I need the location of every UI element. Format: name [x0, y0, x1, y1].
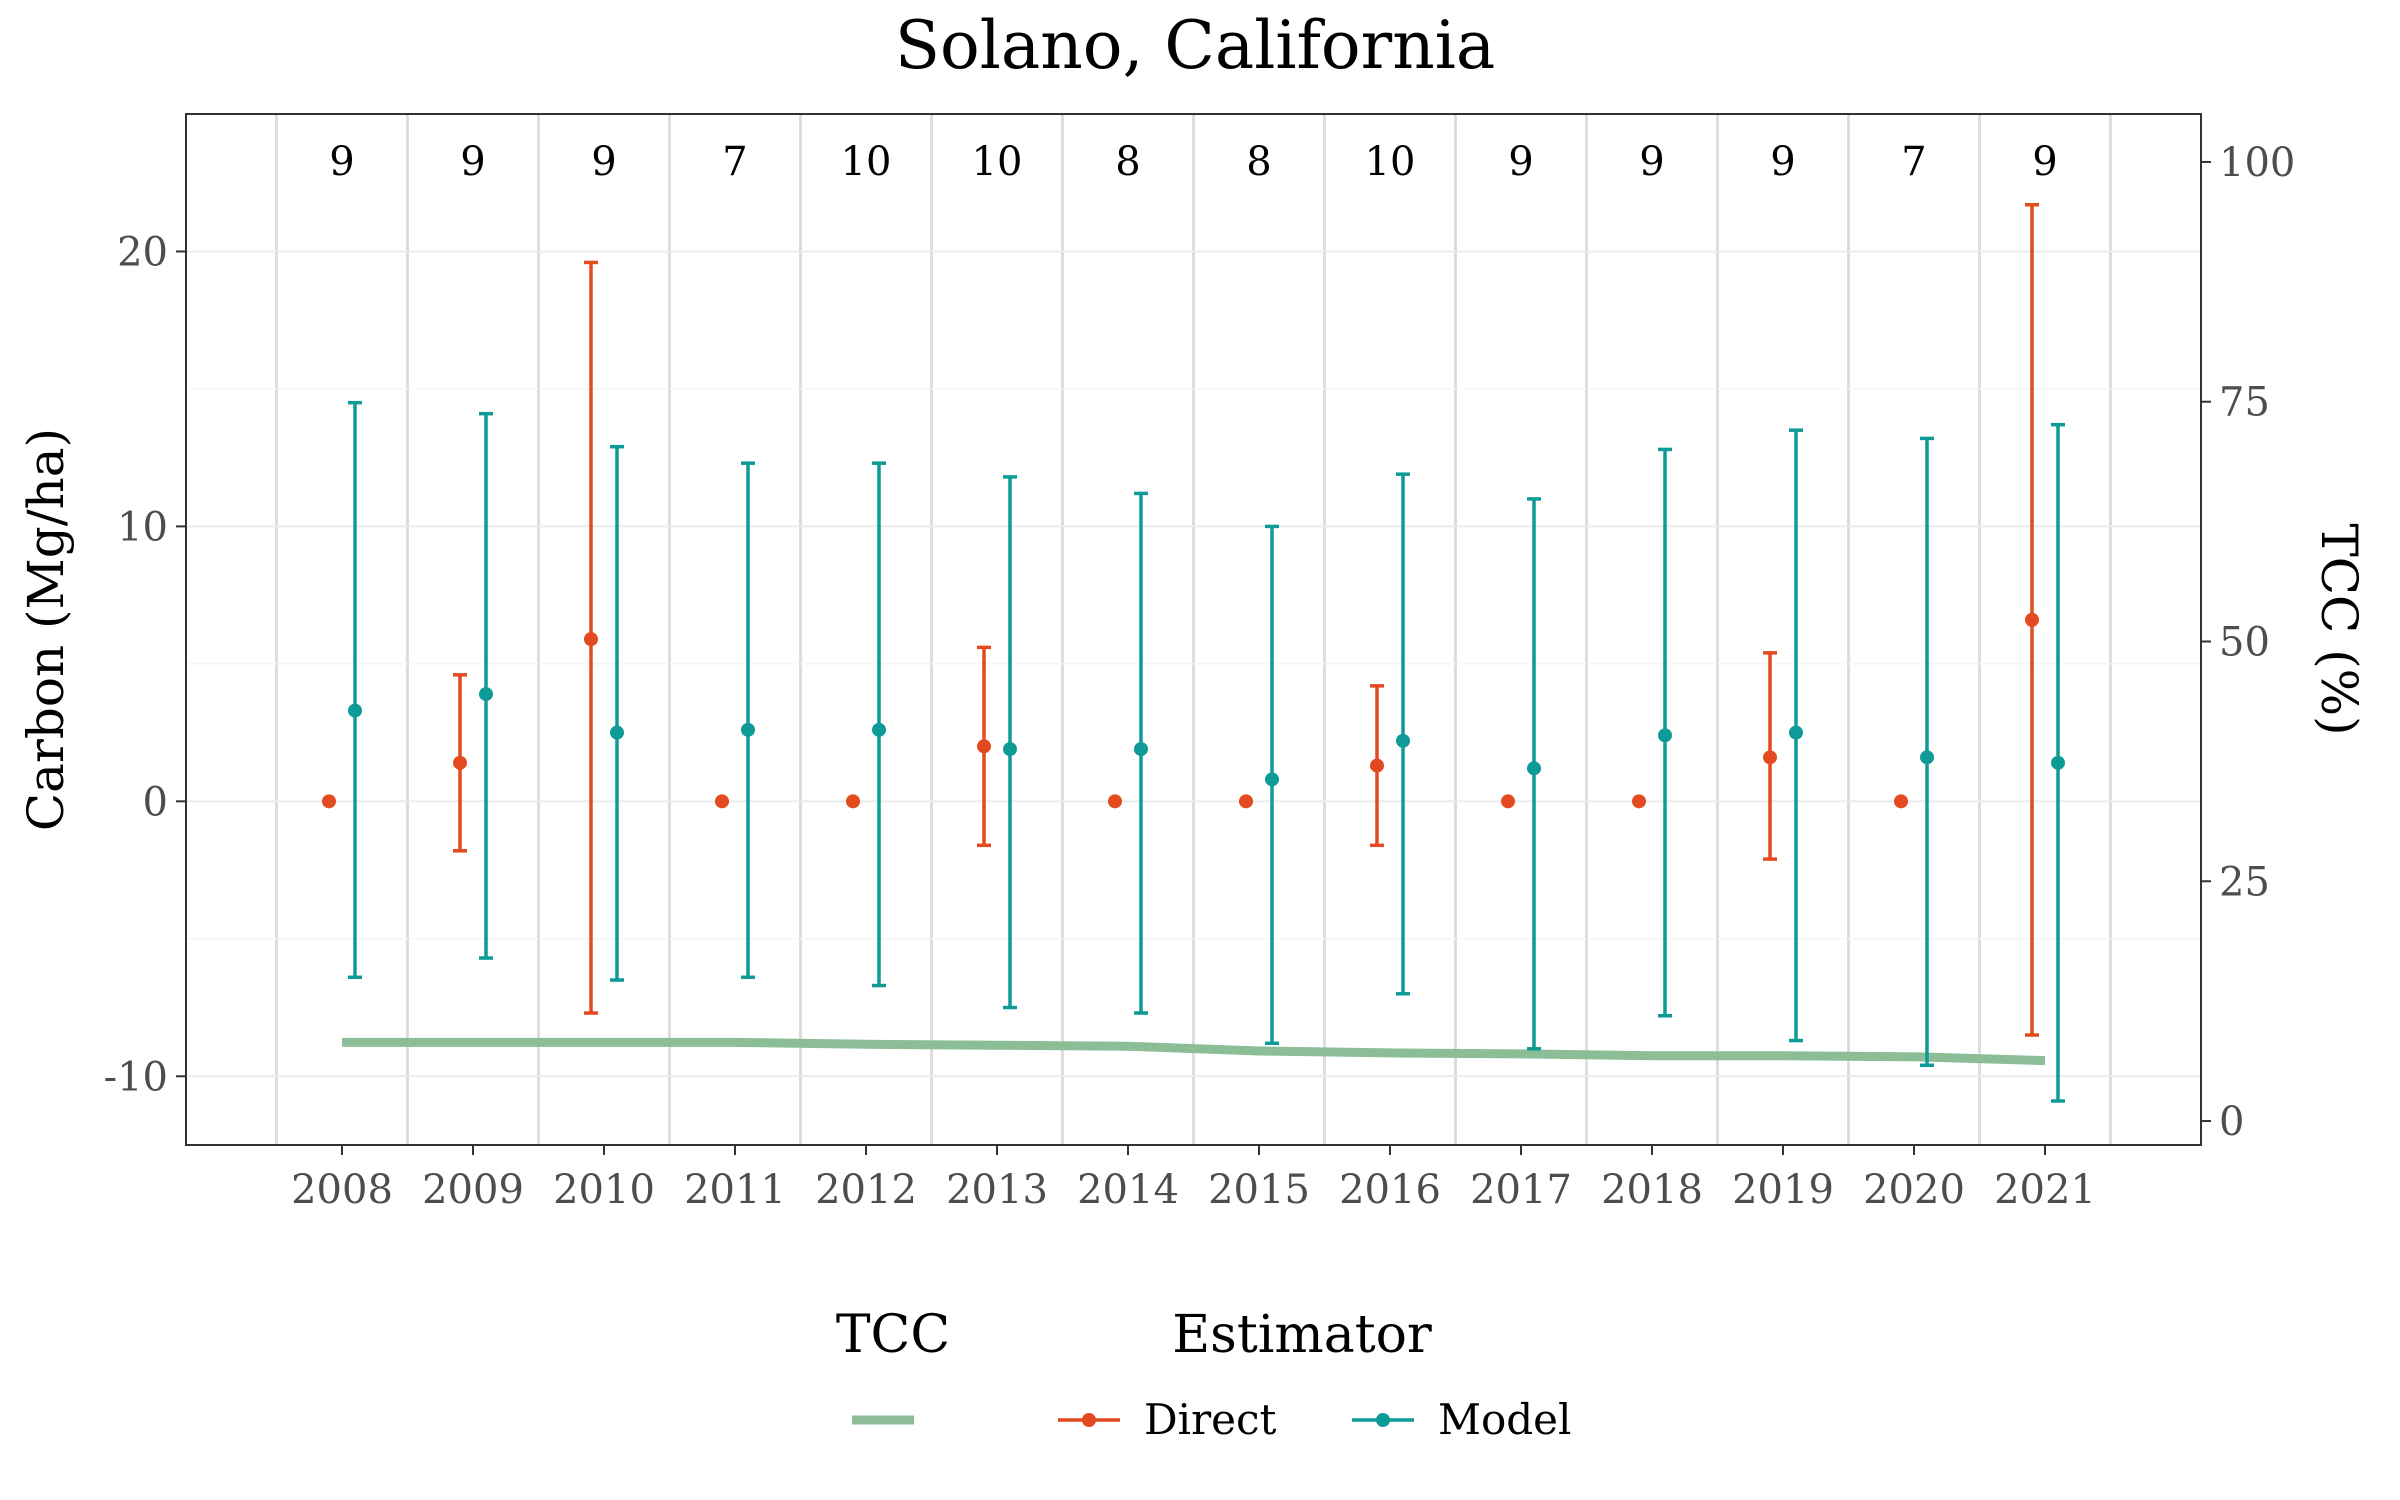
data-point	[846, 794, 860, 809]
sample-count-label: 7	[722, 139, 747, 185]
data-point	[741, 722, 755, 737]
x-tick-label: 2016	[1339, 1167, 1441, 1213]
sample-count-label: 10	[972, 139, 1023, 185]
sample-count-label: 8	[1115, 139, 1140, 185]
x-tick-label: 2021	[1994, 1167, 2096, 1213]
sample-count-label: 10	[1365, 139, 1416, 185]
sample-count-label: 9	[2032, 139, 2057, 185]
tcc-series	[342, 1037, 2046, 1066]
series-model	[348, 400, 2065, 1103]
data-point	[322, 794, 336, 809]
x-tick-label: 2014	[1077, 1167, 1179, 1213]
data-point	[1501, 794, 1515, 809]
sample-count-label: 9	[1508, 139, 1533, 185]
data-point	[1239, 794, 1253, 809]
legend-label: Direct	[1144, 1395, 1277, 1444]
sample-count-label: 9	[591, 139, 616, 185]
legend-label: Model	[1438, 1395, 1571, 1444]
data-point	[1265, 772, 1279, 787]
x-tick-label: 2008	[291, 1167, 393, 1213]
data-point	[2025, 612, 2039, 627]
data-point	[1789, 725, 1803, 740]
y2-axis-title: TCC (%)	[2310, 523, 2368, 735]
y2-tick-label: 25	[2219, 859, 2270, 905]
sample-count-label: 10	[841, 139, 892, 185]
x-tick-label: 2019	[1732, 1167, 1834, 1213]
data-point	[1003, 742, 1017, 757]
data-point	[1763, 750, 1777, 765]
legend-key-point	[1376, 1413, 1390, 1427]
data-point	[1632, 794, 1646, 809]
sample-count-label: 9	[460, 139, 485, 185]
data-point	[348, 703, 362, 718]
data-point	[479, 687, 493, 702]
data-point	[1396, 733, 1410, 748]
x-tick-label: 2017	[1470, 1167, 1572, 1213]
data-point	[584, 632, 598, 647]
tcc-line	[342, 1037, 2046, 1066]
x-tick-label: 2012	[815, 1167, 917, 1213]
axes: -10 0 10 20 0 25 50 75 100 2008 2009 2010 2011 2012 20…	[104, 140, 2296, 1213]
series-direct	[322, 202, 2039, 1037]
data-point	[610, 725, 624, 740]
data-point	[872, 722, 886, 737]
y-tick-label: 20	[117, 229, 168, 275]
legend: TCC Estimator Direct Model	[836, 1305, 1572, 1444]
x-tick-label: 2010	[553, 1167, 655, 1213]
y2-tick-label: 0	[2219, 1099, 2244, 1145]
data-point	[1370, 758, 1384, 773]
data-point	[1134, 742, 1148, 757]
grid	[186, 114, 2201, 1145]
y2-tick-label: 50	[2219, 619, 2270, 665]
y-tick-label: 0	[143, 779, 168, 825]
sample-count-label: 7	[1901, 139, 1926, 185]
data-point	[1920, 750, 1934, 765]
y2-tick-label: 75	[2219, 380, 2270, 426]
sample-count-label: 9	[1639, 139, 1664, 185]
x-tick-label: 2009	[422, 1167, 524, 1213]
data-point	[977, 739, 991, 754]
legend-title-tcc: TCC	[836, 1305, 950, 1365]
x-tick-label: 2013	[946, 1167, 1048, 1213]
legend-title-estimator: Estimator	[1172, 1305, 1432, 1365]
y2-tick-label: 100	[2219, 140, 2295, 186]
plot-panel-border	[185, 113, 2202, 1146]
data-point	[2051, 755, 2065, 770]
y-tick-label: 10	[117, 504, 168, 550]
x-tick-label: 2020	[1863, 1167, 1965, 1213]
chart-title: Solano, California	[895, 7, 1495, 84]
x-tick-label: 2011	[684, 1167, 786, 1213]
estimator-series: 9 9 9 7 10 10 8 8 10 9 9 9 7 9	[322, 139, 2065, 1103]
y-axis-title: Carbon (Mg/ha)	[17, 428, 75, 831]
data-point	[1527, 761, 1541, 776]
x-tick-label: 2015	[1208, 1167, 1310, 1213]
data-point	[1658, 728, 1672, 743]
data-point	[1108, 794, 1122, 809]
data-point	[715, 794, 729, 809]
x-tick-label: 2018	[1601, 1167, 1703, 1213]
sample-count-label: 9	[1770, 139, 1795, 185]
legend-key-point	[1082, 1413, 1096, 1427]
y-tick-label: -10	[104, 1054, 168, 1100]
sample-count-label: 9	[329, 139, 354, 185]
data-point	[453, 755, 467, 770]
data-point	[1894, 794, 1908, 809]
sample-count-label: 8	[1246, 139, 1271, 185]
